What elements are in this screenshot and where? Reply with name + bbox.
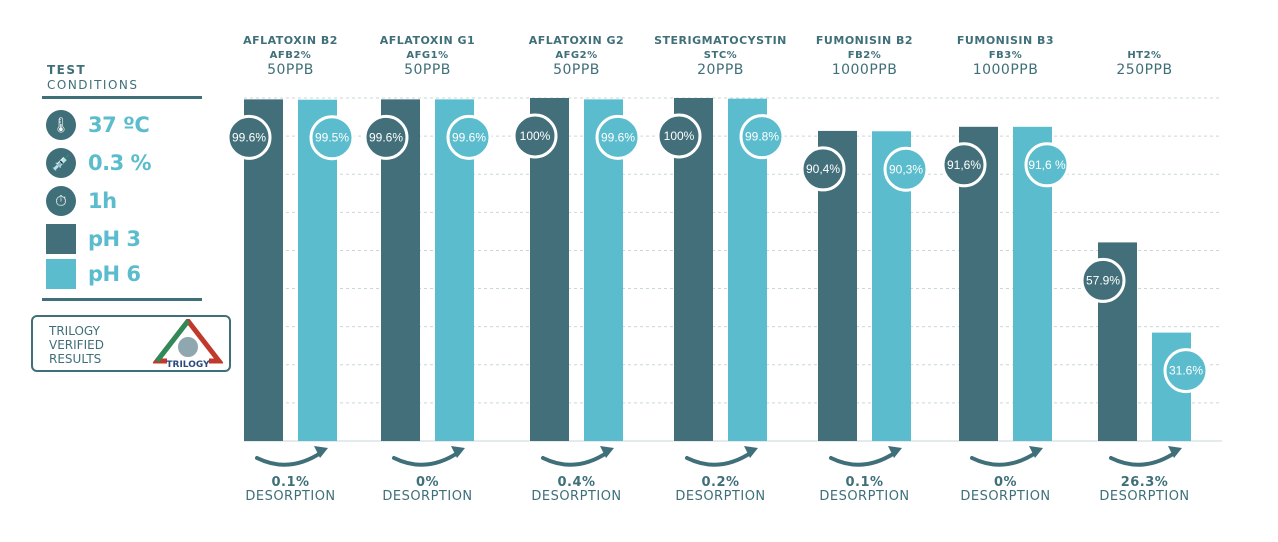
category-code: AFG2% — [555, 50, 597, 61]
category-dose: 50PPB — [553, 62, 600, 78]
desorption-arrow — [255, 450, 324, 467]
data-label: 31.6% — [1169, 364, 1203, 378]
value-circle — [1163, 348, 1209, 394]
ph3-swatch — [46, 224, 76, 254]
category-dose: 1000PPB — [832, 62, 898, 78]
desorption-arrow — [541, 450, 610, 467]
desorption-label: DESORPTION — [819, 489, 909, 504]
desorption-value: 0.2% — [701, 475, 739, 490]
arrow-head — [744, 446, 758, 458]
data-label: 91,6 % — [1028, 158, 1066, 172]
value-circle — [363, 114, 409, 160]
category-dose: 50PPB — [404, 62, 451, 78]
desorption-label: DESORPTION — [382, 489, 472, 504]
ph6-swatch — [46, 259, 76, 289]
desorption-value: 0.1% — [845, 475, 883, 490]
arrow-head — [1029, 446, 1043, 458]
data-label: 99.6% — [232, 130, 266, 144]
condition-time: ⏱ 1h — [46, 185, 117, 217]
trilogy-verified-badge: TRILOGY VERIFIED RESULTS TRILOGY — [31, 315, 231, 372]
desorption-value: 0% — [994, 475, 1017, 490]
value-circle — [446, 114, 492, 160]
category-code: FB3% — [989, 50, 1022, 61]
category-code: HT2% — [1127, 50, 1161, 61]
data-label: 91,6% — [947, 158, 981, 172]
value-circle — [883, 146, 929, 192]
test-conditions-title: TEST CONDITIONS — [47, 63, 139, 92]
condition-dose: 💉 0.3 % — [46, 147, 152, 179]
category-name: AFLATOXIN G1 — [380, 34, 475, 47]
category-name: FUMONISIN B3 — [957, 34, 1054, 47]
category-dose: 50PPB — [267, 62, 314, 78]
data-label: 99.8% — [745, 130, 779, 144]
legend-ph6: pH 6 — [46, 258, 141, 290]
desorption-label: DESORPTION — [1099, 489, 1189, 504]
category-code: AFB2% — [270, 50, 312, 61]
category-name: AFLATOXIN G2 — [529, 34, 624, 47]
condition-temperature: 🌡 37 ºC — [46, 109, 150, 141]
value-circle — [512, 113, 558, 159]
arrow-head — [888, 446, 902, 458]
value-circle — [1080, 257, 1126, 303]
desorption-arrow — [392, 450, 461, 467]
category-code: AFG1% — [406, 50, 448, 61]
desorption-arrow — [1109, 450, 1178, 467]
value-circle — [226, 114, 272, 160]
arrow-head — [1168, 446, 1182, 458]
value-circle — [656, 113, 702, 159]
category-dose: 1000PPB — [973, 62, 1039, 78]
desorption-arrow — [829, 450, 898, 467]
trilogy-logo: TRILOGY — [153, 319, 223, 370]
category-name: STERIGMATOCYSTIN — [654, 34, 787, 47]
desorption-value: 0.4% — [557, 475, 595, 490]
desorption-arrow — [970, 450, 1039, 467]
category-name: FUMONISIN B2 — [816, 34, 913, 47]
desorption-arrow — [685, 450, 754, 467]
syringe-icon: 💉 — [46, 148, 76, 178]
category-name: AFLATOXIN B2 — [243, 34, 338, 47]
desorption-value: 0% — [416, 475, 439, 490]
category-code: STC% — [704, 50, 737, 61]
data-label: 99.6% — [369, 130, 403, 144]
value-circle — [1024, 142, 1070, 188]
data-label: 90,4% — [806, 162, 840, 176]
desorption-label: DESORPTION — [531, 489, 621, 504]
arrow-head — [314, 446, 328, 458]
category-dose: 250PPB — [1116, 62, 1172, 78]
badge-text: TRILOGY VERIFIED RESULTS — [49, 324, 104, 366]
data-label: 99.6% — [601, 130, 635, 144]
data-label: 100% — [664, 129, 695, 143]
data-label: 99.6% — [452, 130, 486, 144]
stopwatch-icon: ⏱ — [46, 186, 76, 216]
legend-ph3: pH 3 — [46, 223, 141, 255]
value-circle — [595, 114, 641, 160]
thermometer-icon: 🌡 — [46, 110, 76, 140]
data-label: 57.9% — [1086, 273, 1120, 287]
data-label: 90,3% — [889, 162, 923, 176]
value-circle — [739, 114, 785, 160]
panel-divider-bottom — [42, 298, 202, 301]
value-circle — [309, 115, 355, 161]
desorption-value: 0.1% — [271, 475, 309, 490]
desorption-label: DESORPTION — [245, 489, 335, 504]
value-circle — [800, 146, 846, 192]
category-code: FB2% — [848, 50, 881, 61]
data-label: 100% — [520, 129, 551, 143]
arrow-head — [600, 446, 614, 458]
desorption-label: DESORPTION — [960, 489, 1050, 504]
svg-text:TRILOGY: TRILOGY — [166, 360, 210, 370]
desorption-label: DESORPTION — [675, 489, 765, 504]
desorption-value: 26.3% — [1121, 475, 1169, 490]
panel-divider-top — [42, 96, 202, 99]
arrow-head — [451, 446, 465, 458]
value-circle — [941, 142, 987, 188]
data-label: 99.5% — [315, 131, 349, 145]
category-dose: 20PPB — [697, 62, 744, 78]
